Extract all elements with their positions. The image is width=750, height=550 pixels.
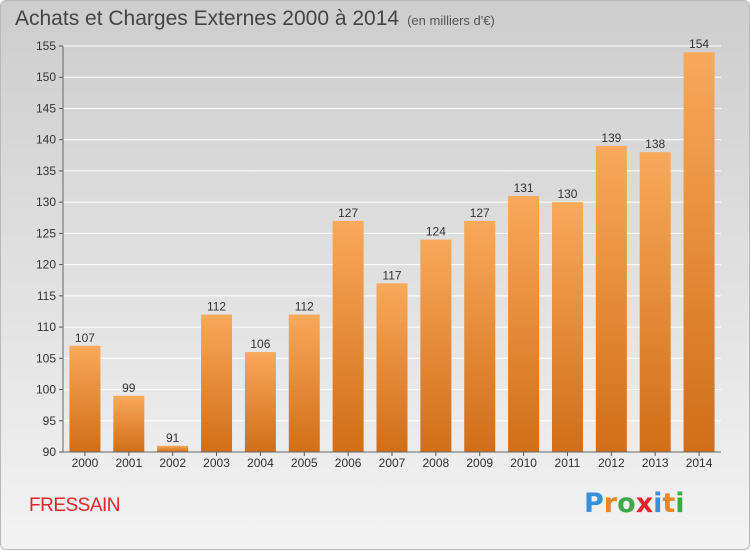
x-tick-label: 2009	[466, 456, 493, 470]
y-tick-label: 110	[37, 320, 56, 334]
y-tick-label: 130	[36, 195, 56, 209]
chart-title: Achats et Charges Externes 2000 à 2014 (e…	[15, 7, 495, 30]
y-tick-label: 140	[36, 133, 56, 147]
bar-2010	[508, 195, 540, 452]
bar-2005	[288, 314, 320, 452]
bars	[69, 52, 715, 452]
bar-2001	[113, 395, 145, 452]
bar-value-label: 127	[338, 206, 358, 220]
y-tick-label: 135	[36, 164, 56, 178]
y-tick-label: 100	[36, 383, 56, 397]
bar-2000	[69, 345, 101, 452]
logo-letter: r	[603, 488, 618, 519]
x-tick-label: 2005	[291, 456, 318, 470]
x-tick-label: 2004	[247, 456, 274, 470]
proxiti-logo: Proxiti	[584, 488, 685, 519]
y-tick-label: 105	[36, 351, 56, 365]
bar-2013	[639, 152, 671, 452]
y-tick-label: 115	[37, 289, 56, 303]
bar-value-label: 154	[689, 37, 709, 51]
bar-value-label: 139	[601, 131, 621, 145]
bar-value-label: 99	[122, 381, 136, 395]
bar-value-label: 130	[557, 187, 577, 201]
bar-2008	[420, 239, 452, 452]
logo-letter: i	[675, 488, 685, 519]
x-tick-label: 2000	[72, 456, 99, 470]
y-tick-label: 120	[36, 258, 56, 272]
bar-value-label: 131	[514, 181, 534, 195]
bar-value-labels: 107 99 91 112 106 112 127 117 124 127 131 130 139 138…	[75, 37, 709, 445]
x-tick-label: 2002	[159, 456, 186, 470]
commune-name: FRESSAIN	[29, 495, 121, 516]
x-tick-label: 2007	[379, 456, 406, 470]
bar-2006	[332, 220, 364, 452]
y-tick-label: 145	[36, 101, 56, 115]
bar-value-label: 112	[295, 300, 314, 314]
x-tick-label: 2001	[115, 456, 142, 470]
bar-value-label: 112	[207, 300, 226, 314]
x-axis-ticks: 2000 2001 2002 2003 2004 2005 2006 2007 2008 2009…	[63, 451, 721, 470]
bar-2003	[201, 314, 233, 452]
bar-2002	[157, 445, 189, 452]
logo-letter: P	[584, 488, 604, 519]
bar-value-label: 127	[470, 206, 490, 220]
x-tick-label: 2010	[510, 456, 537, 470]
bar-value-label: 124	[426, 225, 446, 239]
bar-2012	[595, 145, 627, 452]
y-tick-label: 90	[43, 445, 57, 459]
logo-letter: t	[662, 488, 676, 519]
x-tick-label: 2003	[203, 456, 230, 470]
x-tick-label: 2013	[642, 456, 669, 470]
x-tick-label: 2006	[335, 456, 362, 470]
y-tick-label: 155	[36, 39, 56, 53]
y-tick-label: 125	[36, 226, 56, 240]
bar-value-label: 91	[166, 431, 180, 445]
x-tick-label: 2008	[423, 456, 450, 470]
bar-2009	[464, 220, 496, 452]
x-tick-label: 2012	[598, 456, 625, 470]
x-tick-label: 2014	[686, 456, 713, 470]
bar-2014	[683, 52, 715, 452]
bar-value-label: 138	[645, 137, 665, 151]
x-tick-label: 2011	[555, 456, 581, 470]
bar-value-label: 106	[250, 337, 270, 351]
bar-2004	[244, 352, 276, 452]
logo-letter: o	[617, 488, 636, 519]
y-tick-label: 150	[36, 70, 56, 84]
logo-letter: x	[635, 488, 654, 519]
y-tick-label: 95	[43, 414, 57, 428]
y-axis-ticks: 90 95 100 105 110 115 120 125 130 135 140 145 150 155	[36, 39, 64, 459]
chart-subtitle: (en milliers d'€)	[407, 13, 495, 28]
bar-2011	[551, 202, 583, 452]
bar-2007	[376, 283, 408, 452]
bar-value-label: 117	[382, 268, 401, 282]
logo-letter: i	[653, 488, 663, 519]
bar-value-label: 107	[75, 331, 95, 345]
